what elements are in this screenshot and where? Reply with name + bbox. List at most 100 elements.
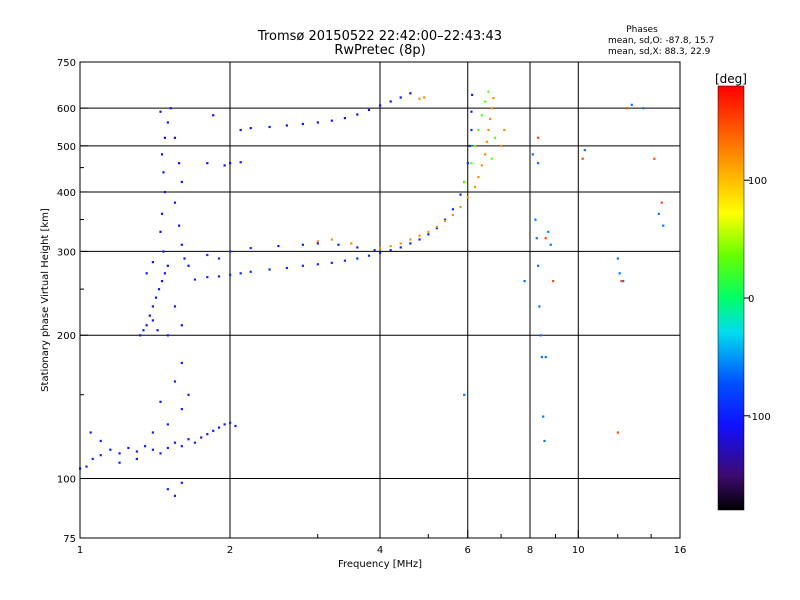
- data-point: [109, 448, 112, 451]
- data-point: [183, 257, 186, 260]
- data-point: [500, 144, 503, 148]
- data-point: [142, 329, 145, 332]
- data-point: [223, 423, 226, 426]
- data-point: [249, 247, 252, 250]
- data-point: [523, 280, 526, 283]
- data-point: [343, 117, 347, 120]
- data-point: [163, 136, 167, 139]
- x-tick-label: 4: [377, 545, 383, 556]
- data-point: [484, 100, 487, 103]
- data-point: [367, 108, 371, 112]
- data-point: [625, 107, 628, 110]
- data-point: [477, 175, 480, 179]
- data-point: [301, 264, 305, 267]
- x-tick-label: 16: [674, 545, 687, 556]
- data-point: [583, 148, 586, 152]
- data-point: [187, 264, 190, 267]
- data-point: [468, 144, 471, 148]
- y-tick-label: 300: [57, 247, 76, 258]
- data-point: [159, 452, 162, 455]
- data-point: [148, 314, 151, 317]
- data-point: [350, 242, 353, 245]
- data-point: [301, 243, 305, 246]
- data-point: [660, 201, 663, 204]
- data-point: [503, 128, 506, 132]
- data-point: [316, 242, 319, 245]
- data-point: [285, 266, 288, 270]
- data-point: [217, 257, 221, 260]
- data-point: [166, 121, 169, 124]
- data-point: [239, 128, 242, 132]
- data-point: [539, 334, 542, 337]
- data-point: [316, 121, 319, 124]
- data-point: [169, 107, 172, 110]
- data-point: [490, 107, 493, 110]
- data-point: [160, 280, 164, 283]
- data-point: [118, 452, 121, 455]
- data-point: [418, 234, 421, 237]
- chart-title: Tromsø 20150522 22:42:00–22:43:43: [257, 29, 502, 44]
- data-point: [156, 329, 159, 332]
- phases-heading: Phases: [626, 25, 658, 35]
- data-point: [493, 136, 497, 139]
- data-point: [463, 393, 466, 396]
- data-point: [135, 457, 138, 461]
- data-point: [151, 261, 155, 264]
- data-point: [536, 264, 540, 267]
- data-point: [409, 242, 412, 245]
- data-point: [99, 439, 102, 443]
- y-tick-label: 200: [57, 331, 76, 342]
- data-point: [223, 164, 226, 167]
- data-point: [538, 305, 541, 308]
- data-point: [285, 124, 288, 127]
- colorbar-unit: [deg]: [715, 72, 747, 86]
- data-point: [173, 136, 177, 139]
- data-point: [435, 226, 438, 230]
- data-point: [143, 445, 147, 448]
- data-point: [145, 324, 148, 327]
- data-point: [542, 415, 545, 418]
- data-point: [249, 127, 252, 130]
- data-point: [459, 193, 462, 196]
- data-point: [127, 446, 130, 450]
- data-point: [316, 240, 319, 243]
- data-point: [177, 162, 181, 165]
- colorbar-tick-label: -100: [748, 412, 771, 423]
- data-point: [151, 431, 155, 434]
- x-tick-label: 10: [572, 545, 585, 556]
- phases-x-line: mean, sd,X: 88.3, 22.9: [608, 47, 711, 57]
- data-point: [166, 334, 169, 337]
- data-point: [581, 157, 584, 160]
- data-point: [173, 305, 177, 308]
- data-point: [427, 233, 430, 236]
- data-point: [277, 244, 280, 248]
- data-point: [399, 242, 402, 245]
- y-tick-label: 75: [63, 534, 76, 545]
- data-point: [409, 92, 412, 95]
- data-point: [662, 224, 665, 227]
- x-tick-label: 8: [527, 545, 533, 556]
- data-point: [531, 153, 534, 156]
- data-point: [356, 113, 359, 116]
- data-point: [356, 257, 359, 260]
- data-point: [212, 429, 215, 432]
- data-point: [399, 246, 402, 249]
- data-point: [389, 100, 392, 103]
- data-point: [217, 275, 221, 278]
- data-point: [618, 272, 621, 275]
- data-point: [229, 162, 232, 165]
- x-tick-label: 2: [227, 545, 233, 556]
- data-point: [544, 356, 547, 359]
- data-point: [180, 407, 183, 411]
- data-point: [166, 446, 169, 450]
- data-point: [118, 461, 121, 464]
- data-point: [187, 393, 190, 396]
- data-point: [145, 272, 148, 275]
- data-point: [470, 110, 473, 113]
- data-point: [85, 465, 88, 468]
- data-point: [160, 212, 164, 215]
- data-point: [268, 268, 271, 271]
- data-point: [163, 190, 167, 194]
- data-point: [642, 107, 645, 110]
- data-point: [212, 114, 215, 117]
